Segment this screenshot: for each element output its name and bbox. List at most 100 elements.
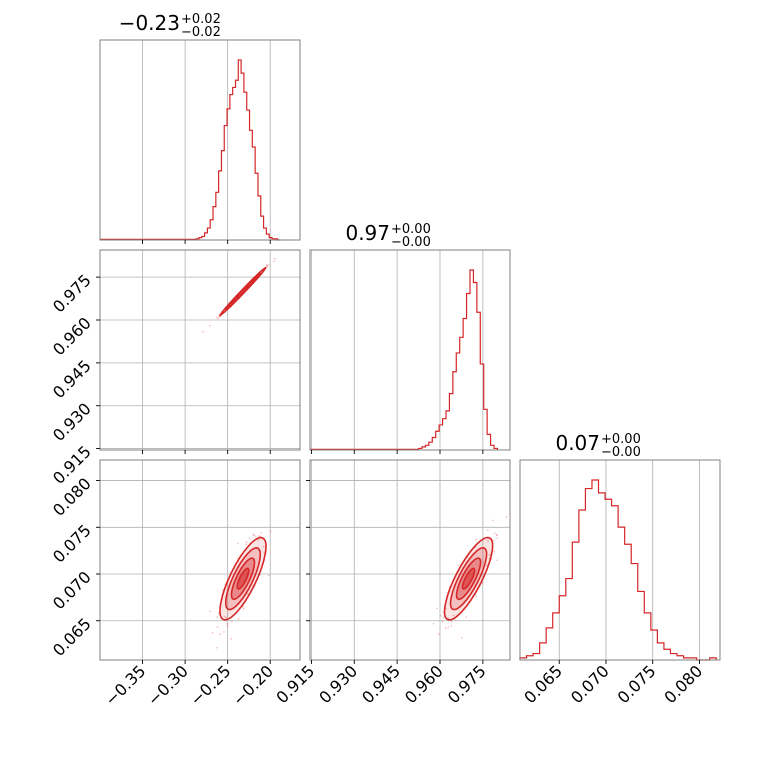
panel-title-plus-0: +0.02 [181,12,221,27]
sample-point [225,616,228,619]
sample-point [257,539,260,542]
sample-point [216,626,219,628]
histogram-0 [195,59,281,241]
y-tick-label: 0.960 [49,313,95,359]
sample-point [260,532,263,534]
sample-point [496,559,499,562]
x-tick-label: −0.20 [229,661,277,709]
x-tick-label: 0.075 [614,661,660,707]
sample-point [460,636,463,639]
sample-point [496,537,499,540]
sample-point [439,614,442,617]
panel-title-value-1: 0.97 [345,221,390,245]
sample-point [211,631,214,634]
sample-point [266,265,269,268]
sample-point [474,595,477,598]
contour-level-0 [236,284,250,299]
sample-point [493,550,496,553]
sample-point [265,264,268,266]
axes-frame [519,459,721,661]
sample-point [493,532,496,535]
x-tick-label: 0.080 [660,661,706,707]
sample-point [252,533,255,536]
axes-frame [309,459,511,661]
sample-point [450,620,453,623]
y-tick-label: 0.075 [49,521,95,567]
sample-point [436,607,439,610]
sample-point [222,631,225,633]
sample-point [215,316,218,319]
sample-point [444,627,447,630]
x-tick-label: −0.35 [101,661,149,709]
sample-point [216,616,219,619]
sample-point [230,637,233,640]
histogram-1 [417,269,499,450]
sample-point [450,624,453,627]
sample-point [245,541,248,544]
sample-point [223,615,226,618]
sample-point [488,554,491,557]
panel-title-value-0: −0.23 [119,11,180,35]
x-tick-label: 0.930 [315,661,361,707]
x-tick-label: 0.945 [358,661,404,707]
sample-point [486,529,489,532]
sample-point [237,617,240,620]
sample-point [437,633,440,635]
sample-point [252,534,255,537]
y-tick-label: 0.065 [49,614,95,660]
sample-point [432,622,435,625]
sample-point [218,315,221,318]
sample-point [491,519,494,522]
pair-panel-0-2 [96,459,301,664]
sample-point [202,330,204,333]
sample-point [269,530,272,533]
axes-frame [309,249,511,451]
hist-panel-2: 0.07 +0.00−0.00 [519,431,721,664]
contour-level-0 [236,567,250,590]
sample-point [447,626,450,628]
sample-point [217,317,219,320]
pair-content [202,257,276,333]
sample-point [231,620,233,623]
sample-point [487,538,489,541]
sample-point [267,264,270,266]
sample-point [219,633,222,636]
sample-point [258,535,261,538]
y-tick-label: 0.930 [49,399,95,445]
pair-content [209,530,272,649]
sample-point [267,574,270,577]
sample-point [226,625,229,628]
sample-point [442,616,445,619]
x-tick-label: 0.975 [444,661,490,707]
sample-point [441,620,444,623]
sample-point [242,607,245,610]
sample-point [266,264,268,267]
sample-point [495,533,498,536]
sample-point [218,315,221,318]
sample-point [496,534,498,536]
sample-point [254,535,257,538]
x-tick-label: 0.960 [401,661,447,707]
pair-panel-1-2 [306,459,511,664]
sample-point [505,516,508,518]
pair-content [432,516,508,639]
panel-title-plus-2: +0.00 [601,432,641,447]
panel-title-minus-0: −0.02 [181,25,221,40]
sample-point [273,260,276,263]
panel-title-minus-2: −0.00 [601,445,641,460]
sample-point [475,538,478,541]
sample-point [465,616,468,618]
sample-point [242,605,245,608]
sample-point [262,545,265,548]
sample-point [487,540,489,543]
axes-frame [99,39,301,241]
y-tick-label: 0.975 [49,271,95,317]
panel-title-minus-1: −0.00 [391,235,431,250]
x-tick-label: 0.065 [520,661,566,707]
x-tick-label: 0.915 [272,661,318,707]
sample-point [208,324,211,327]
x-tick-label: −0.30 [144,661,192,709]
sample-point [245,543,248,546]
y-tick-label: 0.070 [49,567,95,613]
axes-frame [99,459,301,661]
